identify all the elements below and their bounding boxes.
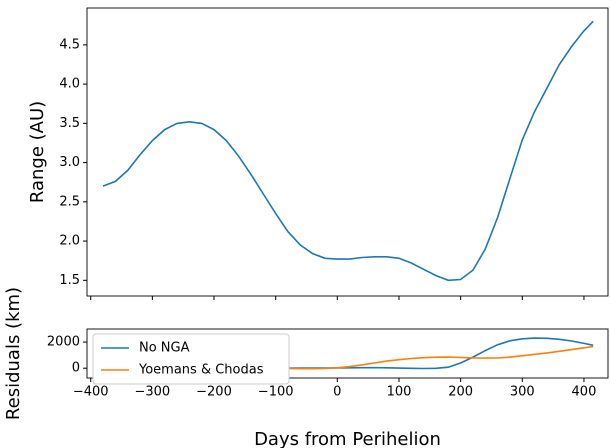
x-tick-label: 100 xyxy=(387,385,412,400)
x-tick-label: 200 xyxy=(448,385,473,400)
y-tick-label: 4.0 xyxy=(59,77,80,92)
plot-frame xyxy=(86,7,609,297)
y-tick-label: 2.5 xyxy=(59,194,80,209)
y-axis-label: Range (AU) xyxy=(27,101,48,203)
y-tick-label: 3.5 xyxy=(59,116,80,131)
y-tick-label: 1.5 xyxy=(59,273,80,288)
x-tick-label: −400 xyxy=(73,385,109,400)
y-tick-label: 2000 xyxy=(47,335,80,350)
plot-frame xyxy=(86,328,609,379)
x-tick-label: 300 xyxy=(510,385,535,400)
y-tick-label: 2.0 xyxy=(59,234,80,249)
legend-box xyxy=(92,333,290,385)
x-tick-label: 0 xyxy=(333,385,341,400)
legend-label: No NGA xyxy=(139,341,190,356)
y-tick-label: 0 xyxy=(72,361,80,376)
legend-label: Yoemans & Chodas xyxy=(138,363,264,378)
x-tick-label: −100 xyxy=(258,385,294,400)
y-axis-label: Residuals (km) xyxy=(3,287,24,420)
x-tick-label: −300 xyxy=(134,385,170,400)
x-tick-label: −200 xyxy=(196,385,232,400)
x-axis-label: Days from Perihelion xyxy=(254,429,441,448)
x-tick-label: 400 xyxy=(572,385,597,400)
y-tick-label: 3.0 xyxy=(59,155,80,170)
line-series xyxy=(102,20,594,282)
y-tick-label: 4.5 xyxy=(59,37,80,52)
